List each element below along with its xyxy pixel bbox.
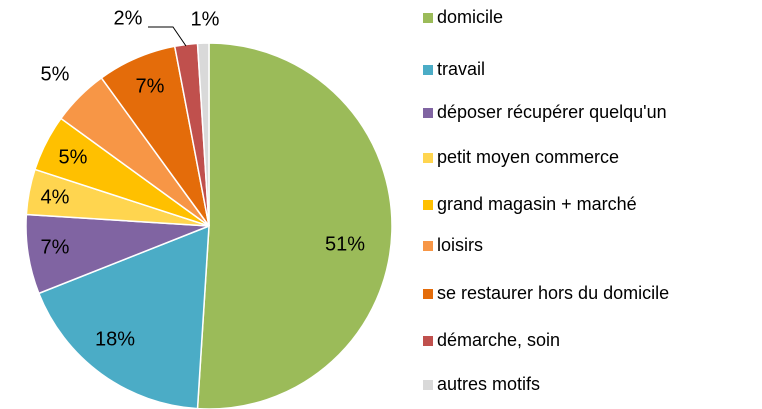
data-label: 5% bbox=[59, 146, 88, 168]
data-label: 51% bbox=[325, 233, 365, 255]
legend-swatch bbox=[423, 200, 433, 210]
legend-swatch bbox=[423, 289, 433, 299]
data-label: 7% bbox=[41, 236, 70, 258]
legend-swatch bbox=[423, 153, 433, 163]
leader-line bbox=[148, 26, 187, 47]
data-label: 1% bbox=[191, 8, 220, 30]
legend-label: se restaurer hors du domicile bbox=[437, 283, 669, 303]
data-label: 5% bbox=[41, 63, 70, 85]
legend-label: autres motifs bbox=[437, 374, 540, 394]
legend-swatch bbox=[423, 380, 433, 390]
legend-label: petit moyen commerce bbox=[437, 147, 619, 167]
data-label: 2% bbox=[114, 7, 143, 29]
legend-label: démarche, soin bbox=[437, 330, 560, 350]
pie-slice bbox=[37, 224, 210, 409]
pie-slice bbox=[196, 42, 210, 227]
legend-label: travail bbox=[437, 59, 485, 79]
data-label: 7% bbox=[136, 75, 165, 97]
data-label: 4% bbox=[41, 186, 70, 208]
legend-label: déposer récupérer quelqu'un bbox=[437, 102, 667, 122]
legend-swatch bbox=[423, 336, 433, 346]
legend-swatch bbox=[423, 108, 433, 118]
pie-slice bbox=[196, 42, 393, 409]
legend-swatch bbox=[423, 65, 433, 75]
legend-swatch bbox=[423, 13, 433, 23]
legend-label: loisirs bbox=[437, 235, 483, 255]
legend-label: grand magasin + marché bbox=[437, 194, 637, 214]
data-label: 18% bbox=[95, 328, 135, 350]
legend-swatch bbox=[423, 241, 433, 251]
legend-label: domicile bbox=[437, 7, 503, 27]
